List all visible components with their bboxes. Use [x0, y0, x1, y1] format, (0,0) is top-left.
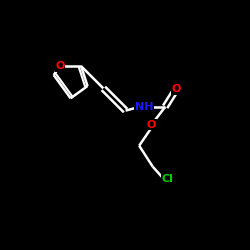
Text: O: O	[147, 120, 156, 130]
Text: Cl: Cl	[162, 174, 173, 184]
Text: O: O	[56, 61, 65, 71]
Text: NH: NH	[135, 102, 153, 112]
Text: O: O	[172, 84, 181, 94]
